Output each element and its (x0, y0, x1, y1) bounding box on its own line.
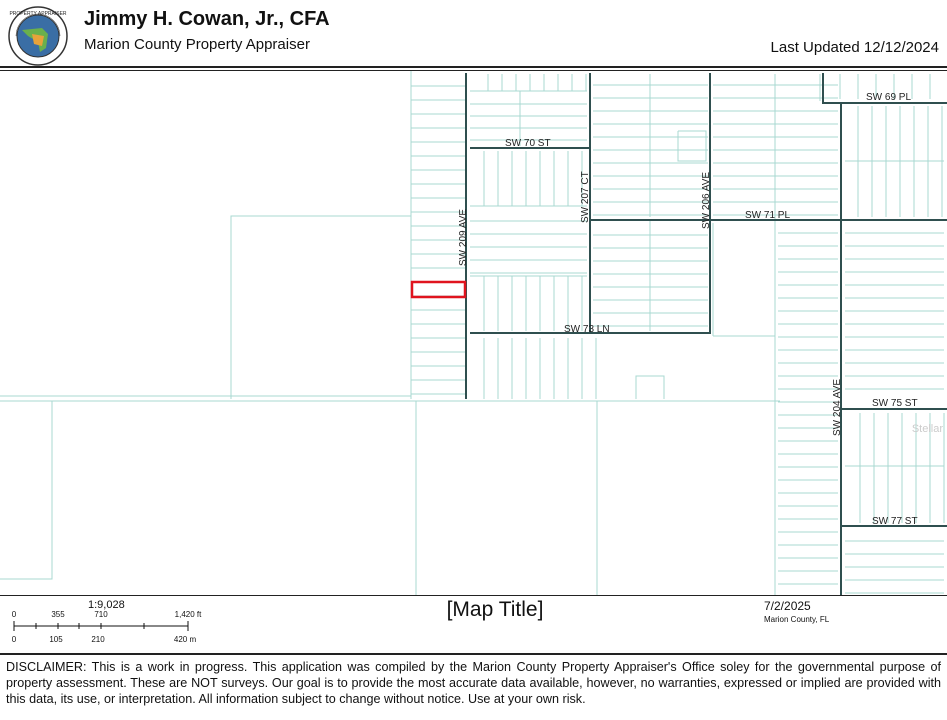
header-divider (0, 66, 947, 68)
scale-m-2: 210 (91, 635, 105, 644)
appraiser-name: Jimmy H. Cowan, Jr., CFA (84, 8, 330, 30)
scale-m-1: 105 (49, 635, 63, 644)
parcel-map[interactable]: SW 69 PL SW 70 ST SW 71 PL SW 73 LN SW 7… (0, 70, 947, 596)
scale-bar: 0 355 710 1,420 ft 0 105 210 420 m (12, 610, 202, 644)
street-label-sw-71-pl: SW 71 PL (745, 210, 790, 221)
organization-name: Marion County Property Appraiser (84, 36, 310, 53)
highlighted-parcel[interactable] (410, 280, 467, 299)
road-lines (465, 73, 947, 595)
road-sw-69-pl (822, 73, 947, 104)
svg-text:PROPERTY APPRAISER: PROPERTY APPRAISER (9, 11, 66, 17)
map-canvas[interactable]: SW 69 PL SW 70 ST SW 71 PL SW 73 LN SW 7… (0, 71, 947, 595)
street-label-sw-69-pl: SW 69 PL (866, 92, 911, 103)
watermark: Stellar (911, 423, 943, 435)
map-title: [Map Title] (446, 598, 544, 621)
street-label-sw-209-ave: SW 209 AVE (458, 209, 469, 266)
map-footer: 1:9,028 0 355 710 1,420 ft 0 105 210 420… (0, 596, 947, 654)
parcel-boundary (677, 130, 707, 162)
parcel-lines (0, 71, 945, 595)
parcel-boundary (635, 375, 665, 399)
map-date: 7/2/2025 (764, 599, 811, 613)
scale-m-3: 420 m (174, 635, 197, 644)
footer-divider (0, 653, 947, 655)
scale-ft-0: 0 (12, 610, 17, 619)
map-county: Marion County, FL (764, 615, 830, 624)
street-label-sw-206-ave: SW 206 AVE (701, 172, 712, 229)
street-label-sw-204-ave: SW 204 AVE (832, 379, 843, 436)
street-label-sw-75-st: SW 75 ST (872, 398, 918, 409)
scale-ft-2: 710 (94, 610, 108, 619)
street-label-sw-73-ln: SW 73 LN (564, 324, 610, 335)
scale-ft-1: 355 (51, 610, 65, 619)
street-label-sw-77-st: SW 77 ST (872, 516, 918, 527)
county-seal-icon: PROPERTY APPRAISER (8, 6, 68, 66)
scale-ft-3: 1,420 ft (175, 610, 202, 619)
street-label-sw-70-st: SW 70 ST (505, 138, 551, 149)
parcel-boundary (230, 215, 411, 399)
scale-ratio: 1:9,028 (88, 599, 125, 611)
header: PROPERTY APPRAISER Jimmy H. Cowan, Jr., … (0, 0, 947, 68)
parcel-boundary (0, 401, 53, 580)
last-updated: Last Updated 12/12/2024 (770, 39, 939, 56)
disclaimer-text: DISCLAIMER: This is a work in progress. … (6, 660, 941, 706)
street-label-sw-207-ct: SW 207 CT (580, 171, 591, 223)
scale-m-0: 0 (12, 635, 17, 644)
